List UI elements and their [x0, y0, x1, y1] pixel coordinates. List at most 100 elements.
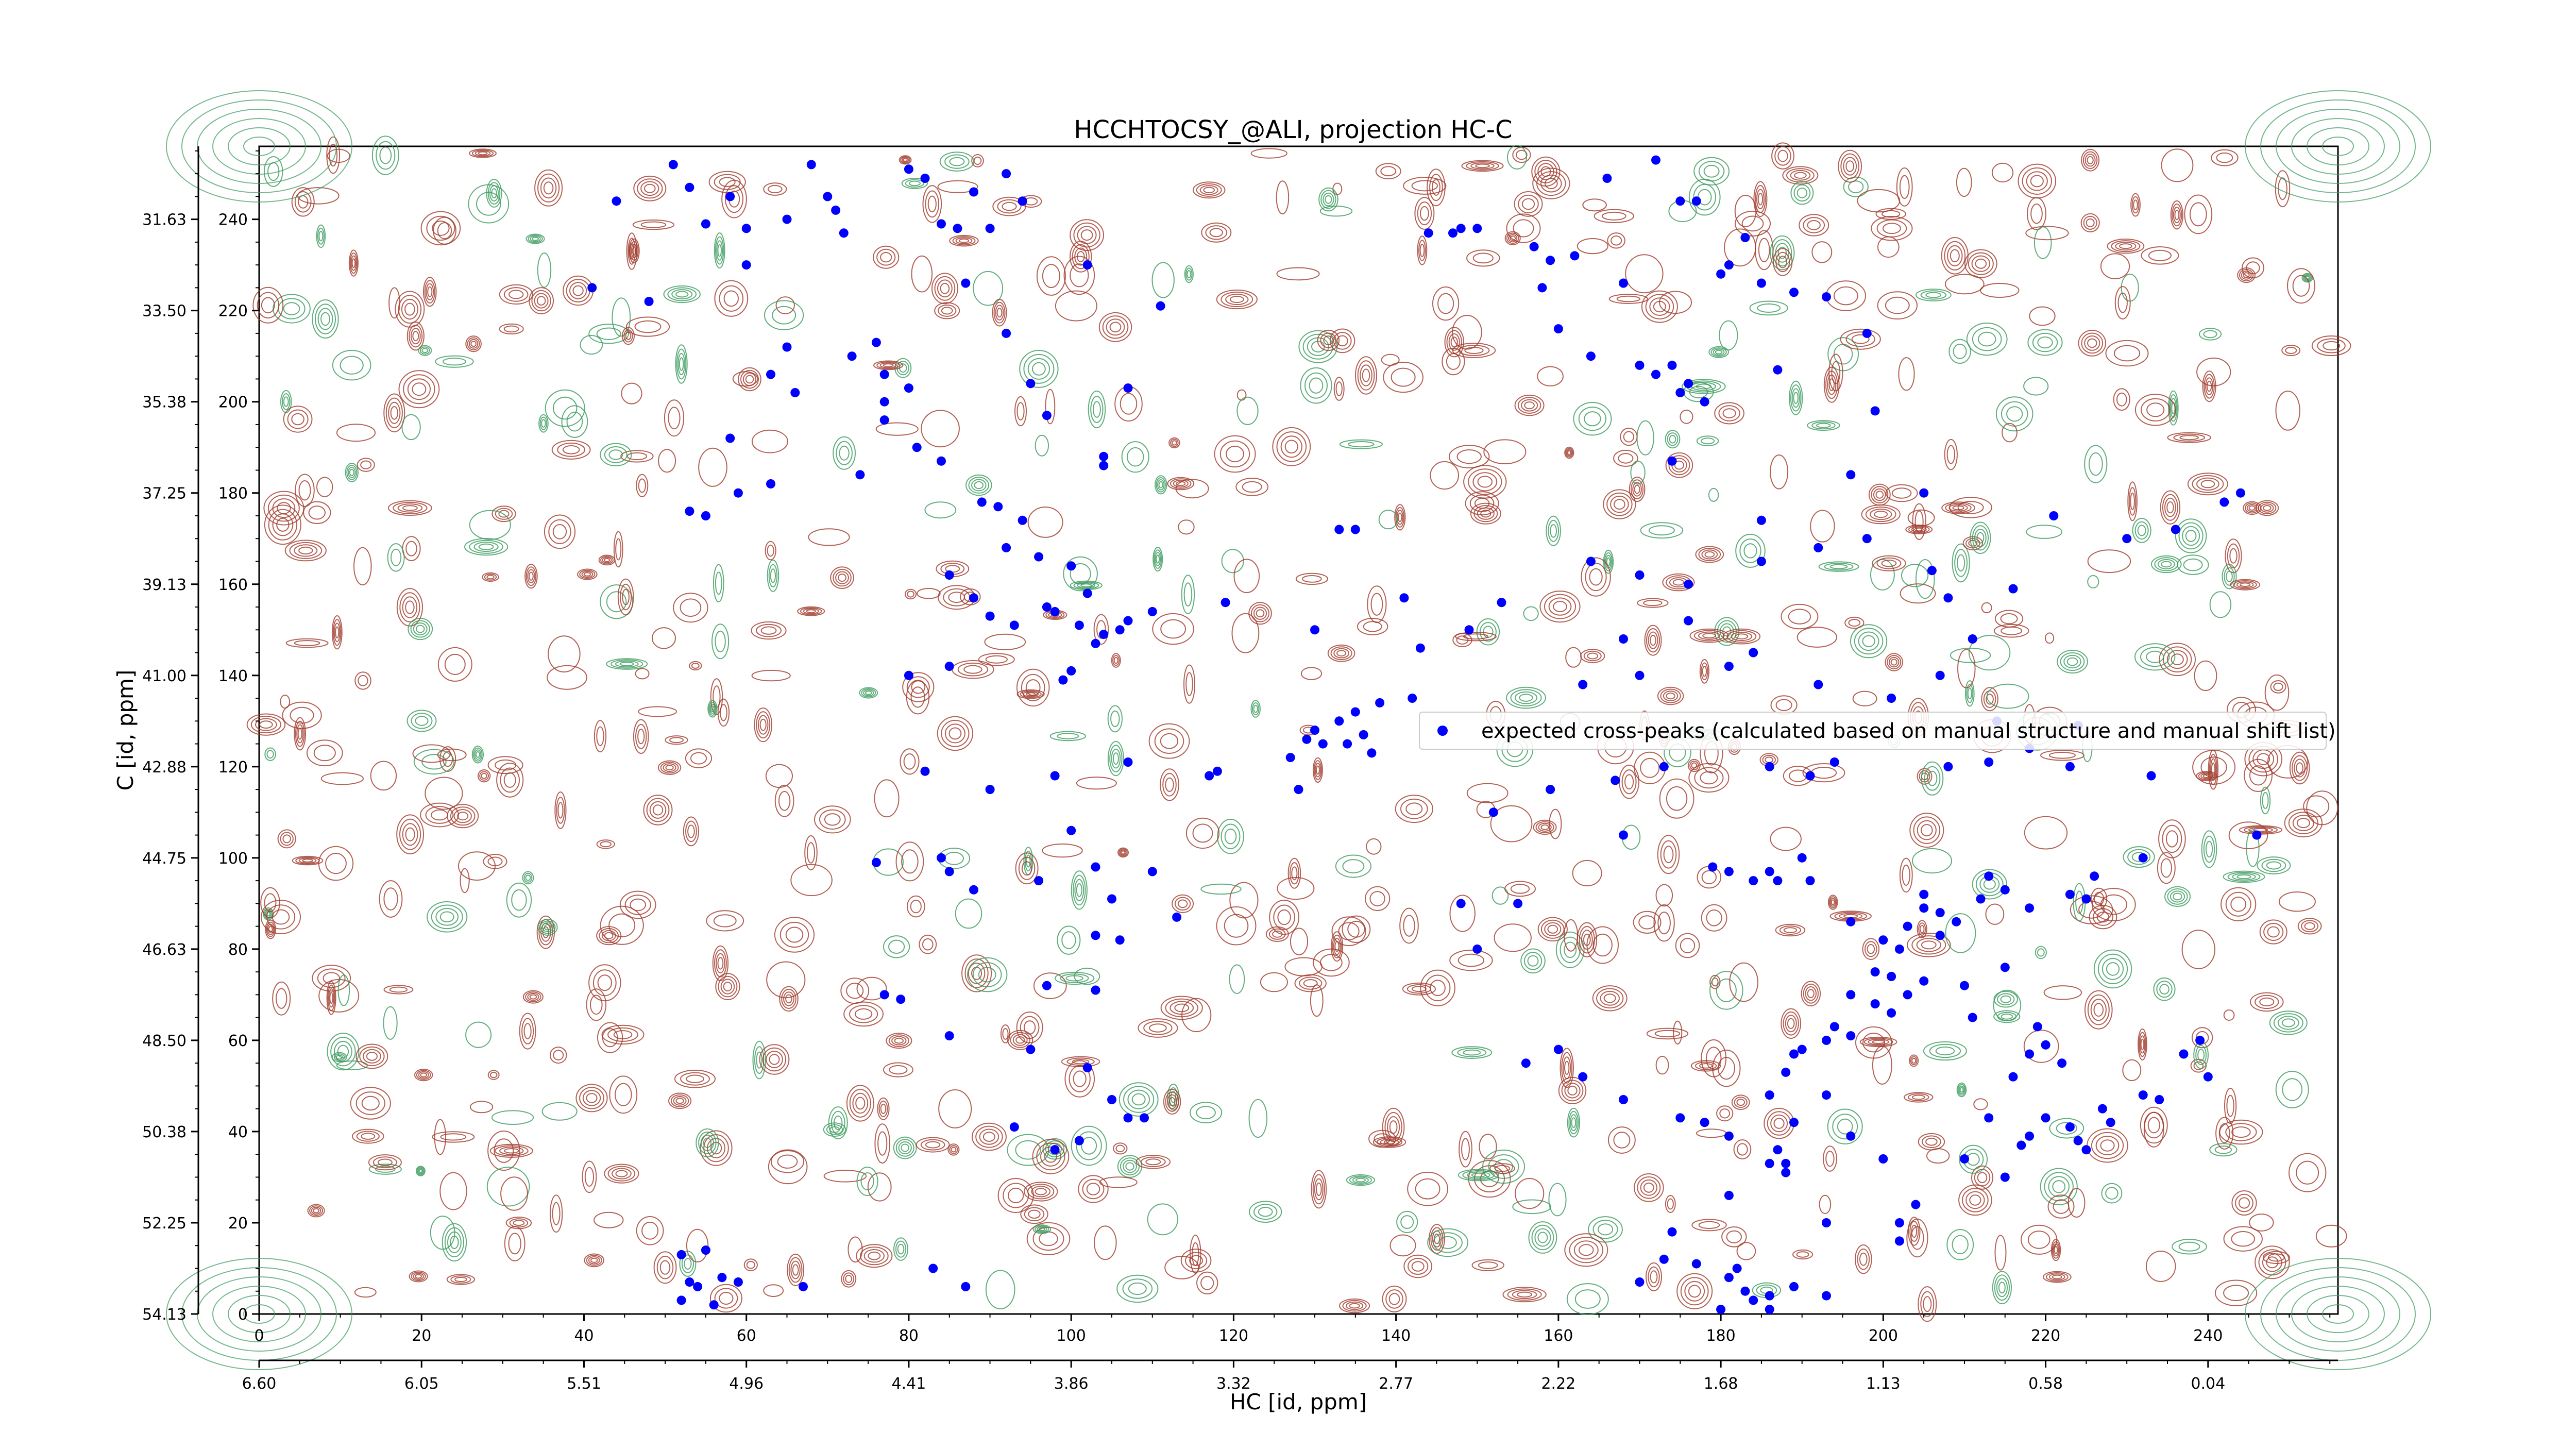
cross-peak-point [1765, 1158, 1774, 1168]
positive-contour [2021, 1224, 2058, 1255]
positive-contour [596, 839, 615, 849]
negative-contour [2273, 1013, 2303, 1033]
positive-contour [1507, 1288, 1542, 1301]
cross-peak-point [1878, 935, 1888, 945]
cross-peak-point [1684, 579, 1693, 589]
positive-contour [2292, 275, 2310, 297]
negative-contour [1986, 683, 2029, 709]
positive-contour [1323, 335, 1334, 345]
cross-peak-point [847, 351, 857, 361]
positive-contour [2091, 1132, 2124, 1159]
positive-contour [495, 759, 517, 771]
cross-peak-point [1822, 292, 1831, 302]
positive-contour [1070, 241, 1092, 273]
cross-peak-point [2025, 903, 2035, 913]
positive-contour [1355, 356, 1377, 395]
cross-peak-point [1814, 543, 1823, 552]
positive-contour [547, 665, 587, 690]
positive-contour [1646, 628, 1660, 653]
positive-contour [2263, 923, 2284, 941]
cross-peak-point [1018, 196, 1027, 206]
positive-contour [669, 737, 684, 744]
positive-contour [1718, 405, 1740, 422]
cross-peak-point [1123, 1113, 1133, 1123]
positive-contour [326, 981, 336, 1015]
positive-contour [1094, 1225, 1117, 1260]
positive-contour [1224, 914, 1249, 938]
positive-contour [1566, 449, 1572, 457]
positive-contour [329, 992, 333, 1004]
negative-contour [312, 299, 339, 339]
negative-contour [1757, 303, 1781, 313]
positive-contour [1165, 777, 1174, 792]
negative-contour [716, 240, 723, 261]
positive-contour [1917, 920, 1927, 938]
positive-contour [1400, 798, 1428, 819]
positive-contour [2215, 1279, 2258, 1306]
positive-contour [396, 814, 424, 854]
positive-contour [725, 185, 743, 213]
negative-contour [2006, 406, 2023, 422]
positive-contour [1874, 511, 1888, 518]
positive-contour [1032, 1226, 1064, 1251]
positive-contour [1455, 632, 1497, 642]
cross-peak-point [1050, 1145, 1060, 1155]
positive-contour [1117, 847, 1129, 858]
positive-contour [1693, 630, 1725, 642]
positive-contour [1913, 816, 1941, 844]
positive-contour [719, 1292, 734, 1305]
negative-contour [1229, 964, 1245, 994]
negative-contour [1074, 967, 1100, 985]
positive-contour [1540, 174, 1562, 193]
positive-contour [1950, 249, 1960, 263]
positive-contour [468, 339, 479, 349]
y-ppm-tick-label: 31.63 [142, 211, 187, 229]
positive-contour [1580, 649, 1605, 663]
negative-contour [2127, 849, 2151, 865]
negative-contour [1116, 1274, 1159, 1303]
cross-peak-point [1172, 912, 1182, 922]
negative-contour [1858, 631, 1879, 651]
positive-contour [1475, 163, 1490, 169]
positive-contour [1971, 255, 1991, 272]
positive-contour [1276, 267, 1320, 281]
cross-peak-point [1765, 1305, 1774, 1315]
positive-contour [907, 591, 914, 598]
positive-contour [1782, 166, 1819, 185]
positive-contour [2127, 481, 2138, 521]
negative-contour [696, 1128, 719, 1157]
negative-contour [1790, 384, 1802, 412]
negative-contour [2170, 890, 2185, 903]
negative-contour [1578, 407, 1606, 431]
negative-contour [1156, 554, 1160, 564]
positive-contour [1502, 1287, 1547, 1303]
positive-contour [353, 547, 372, 586]
positive-contour [1794, 172, 1807, 179]
negative-contour [1548, 519, 1560, 542]
positive-contour [944, 723, 965, 744]
cross-peak-point [1675, 1113, 1685, 1123]
positive-contour [287, 409, 309, 429]
positive-contour [2311, 335, 2351, 356]
positive-contour [1865, 941, 1877, 957]
negative-contour [710, 705, 715, 712]
cross-peak-point [1456, 899, 1466, 908]
negative-contour [469, 540, 503, 554]
positive-contour [760, 626, 777, 635]
positive-contour [1429, 1224, 1445, 1254]
positive-contour [1357, 360, 1375, 391]
negative-contour [901, 1143, 909, 1152]
positive-contour [1592, 985, 1628, 1012]
cross-peak-point [1724, 1273, 1734, 1283]
negative-contour [337, 1044, 349, 1058]
positive-contour [1680, 938, 1696, 953]
positive-contour [762, 1047, 787, 1072]
negative-contour [1548, 1183, 1567, 1217]
negative-contour [2048, 1176, 2070, 1198]
positive-contour [1471, 1259, 1504, 1271]
negative-contour [1793, 392, 1799, 405]
positive-contour [2166, 501, 2174, 514]
positive-contour [1882, 210, 1901, 218]
positive-contour [1781, 603, 1819, 630]
cross-peak-point [741, 260, 751, 270]
